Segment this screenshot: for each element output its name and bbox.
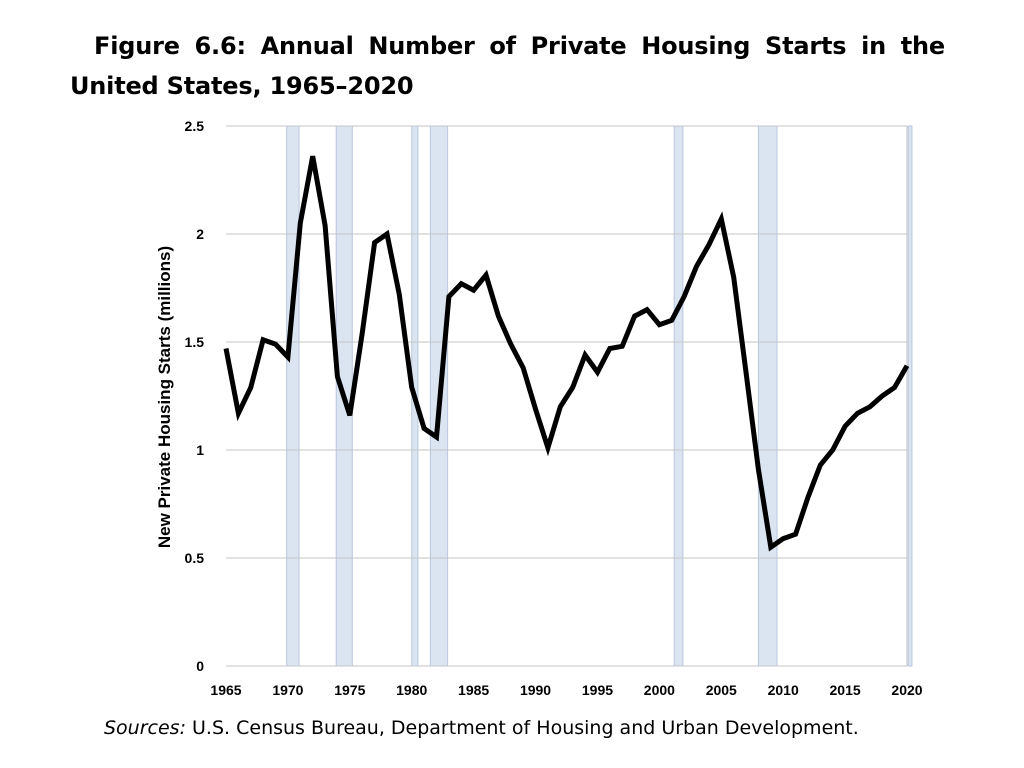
x-tick-label: 1970 xyxy=(272,682,303,698)
y-axis-title: New Private Housing Starts (millions) xyxy=(155,246,174,548)
x-tick-label: 1985 xyxy=(458,682,489,698)
x-tick-label: 2005 xyxy=(706,682,737,698)
y-tick-label: 1.5 xyxy=(185,334,205,350)
x-axis-ticks: 1965 1970 1975 1980 1985 1990 1995 2000 2005 2010… xyxy=(210,682,922,698)
recession-band-5 xyxy=(757,125,778,667)
recession-band-6 xyxy=(907,125,913,667)
figure-title: Figure 6.6: Annual Number of Private Hou… xyxy=(70,32,945,100)
x-tick-label: 2020 xyxy=(891,682,922,698)
x-tick-label: 1990 xyxy=(520,682,551,698)
gridlines xyxy=(226,125,908,667)
y-tick-label: 2.5 xyxy=(185,118,205,134)
recession-band-0 xyxy=(286,125,300,667)
recession-band-4 xyxy=(673,125,684,667)
y-tick-label: 0.5 xyxy=(185,550,205,566)
recession-bands xyxy=(286,125,913,667)
x-tick-label: 1995 xyxy=(582,682,613,698)
x-tick-label: 1965 xyxy=(210,682,241,698)
series-lines xyxy=(223,155,910,552)
y-tick-label: 0 xyxy=(196,658,204,674)
x-tick-label: 2015 xyxy=(830,682,861,698)
x-tick-label: 1975 xyxy=(334,682,365,698)
sources-note: Sources: U.S. Census Bureau, Department … xyxy=(104,717,984,739)
series-line xyxy=(223,155,910,552)
y-tick-label: 2 xyxy=(196,226,204,242)
sources-label: Sources: xyxy=(104,717,186,739)
x-tick-label: 2010 xyxy=(768,682,799,698)
x-tick-label: 2000 xyxy=(644,682,675,698)
x-tick-label: 1980 xyxy=(396,682,427,698)
y-tick-label: 1 xyxy=(196,442,204,458)
sources-text: U.S. Census Bureau, Department of Housin… xyxy=(185,717,859,739)
y-axis-ticks: 0 0.5 1 1.5 2 2.5 xyxy=(185,118,205,674)
